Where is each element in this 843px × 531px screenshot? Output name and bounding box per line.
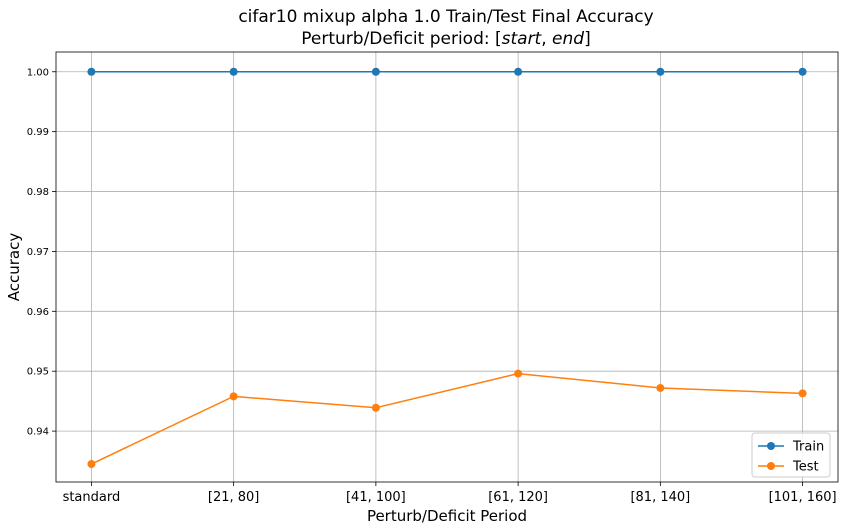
series-line-test	[91, 372, 803, 465]
data-point-test	[87, 460, 96, 469]
data-point-test	[798, 389, 807, 398]
y-tick-label: 1.00	[27, 67, 49, 78]
legend-label-train: Train	[792, 440, 824, 455]
data-point-train	[371, 67, 380, 76]
x-tick-label: [81, 140]	[630, 490, 690, 505]
legend-marker-train	[767, 442, 775, 450]
series-layer	[87, 67, 807, 469]
x-tick-label: [21, 80]	[208, 490, 260, 505]
y-tick-label: 0.97	[27, 247, 49, 258]
legend-label-test: Test	[792, 460, 819, 475]
x-axis-ticks: standard [21, 80] [41, 100] [61, 120] [81, 1…	[63, 482, 837, 505]
data-point-test	[514, 369, 523, 378]
y-tick-label: 0.99	[27, 127, 49, 138]
x-tick-label: [61, 120]	[488, 490, 548, 505]
y-tick-label: 0.96	[27, 307, 49, 318]
chart-title-line1: cifar10 mixup alpha 1.0 Train/Test Final…	[238, 7, 653, 27]
x-axis-label: Perturb/Deficit Period	[367, 507, 527, 525]
y-tick-label: 0.98	[27, 187, 49, 198]
legend: Train Test	[751, 432, 831, 478]
data-point-train	[656, 67, 665, 76]
plot-area	[55, 51, 839, 483]
y-axis-label: Accuracy	[5, 233, 23, 302]
x-tick-label: [101, 160]	[769, 490, 837, 505]
data-point-train	[514, 67, 523, 76]
data-point-test	[229, 392, 238, 401]
y-axis-ticks: 0.94 0.95 0.96 0.97 0.98 0.99 1.00	[27, 67, 56, 438]
data-point-train	[798, 67, 807, 76]
grid-layer	[56, 52, 838, 482]
y-tick-label: 0.94	[27, 427, 49, 438]
data-point-test	[656, 383, 665, 392]
data-point-test	[371, 403, 380, 412]
legend-marker-test	[767, 462, 775, 470]
x-tick-label: [41, 100]	[346, 490, 406, 505]
data-point-train	[87, 67, 96, 76]
y-tick-label: 0.95	[27, 367, 49, 378]
chart-title-line2: Perturb/Deficit period: [start, end]	[301, 29, 590, 49]
x-tick-label: standard	[63, 490, 121, 505]
data-point-train	[229, 67, 238, 76]
